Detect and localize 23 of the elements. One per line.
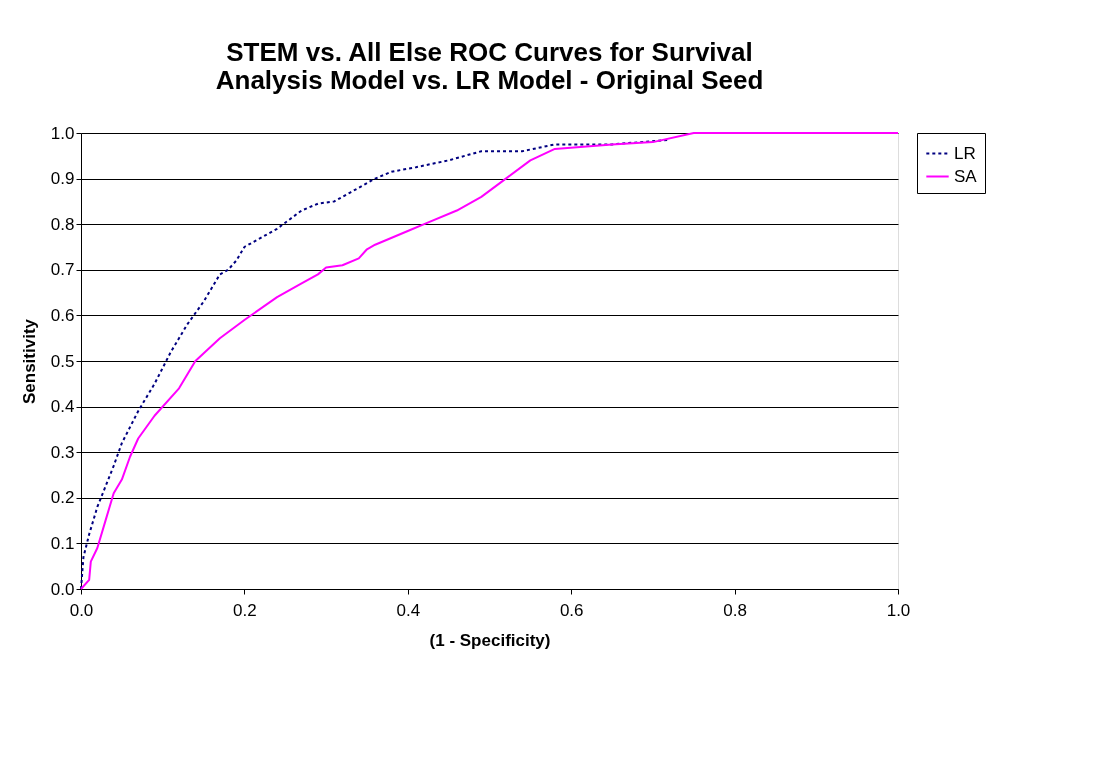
x-tick-label: 0.0 [69,600,94,620]
y-axis-title: Sensitivity [19,318,39,405]
y-tick-label: 0.2 [50,488,75,508]
y-tick-label: 0.6 [50,305,75,325]
y-tick-label: 0.8 [50,214,75,234]
x-tick-label: 0.6 [559,600,584,620]
y-tick-label: 0.3 [50,442,75,462]
text: Analysis Model vs. LR Model - Original Seed [215,65,764,95]
y-tick-label: 0.4 [50,397,75,417]
x-tick-label: 0.2 [233,600,257,620]
text: STEM vs. All Else ROC Curves for Survival [226,37,753,67]
y-tick-label: 0.7 [50,260,75,280]
x-tick-label: 0.8 [723,600,747,620]
x-tick-label: 1.0 [886,600,911,620]
legend-label: LR [954,143,976,163]
y-tick-label: 0.9 [50,169,75,189]
y-tick-label: 0.1 [50,533,75,553]
y-tick-label: 0.0 [50,579,75,599]
x-tick-label: 0.4 [396,600,421,620]
y-tick-label: 1.0 [50,123,75,143]
y-tick-label: 0.5 [50,351,75,371]
x-axis-title: (1 - Specificity) [429,630,551,650]
legend-label: SA [954,166,978,186]
